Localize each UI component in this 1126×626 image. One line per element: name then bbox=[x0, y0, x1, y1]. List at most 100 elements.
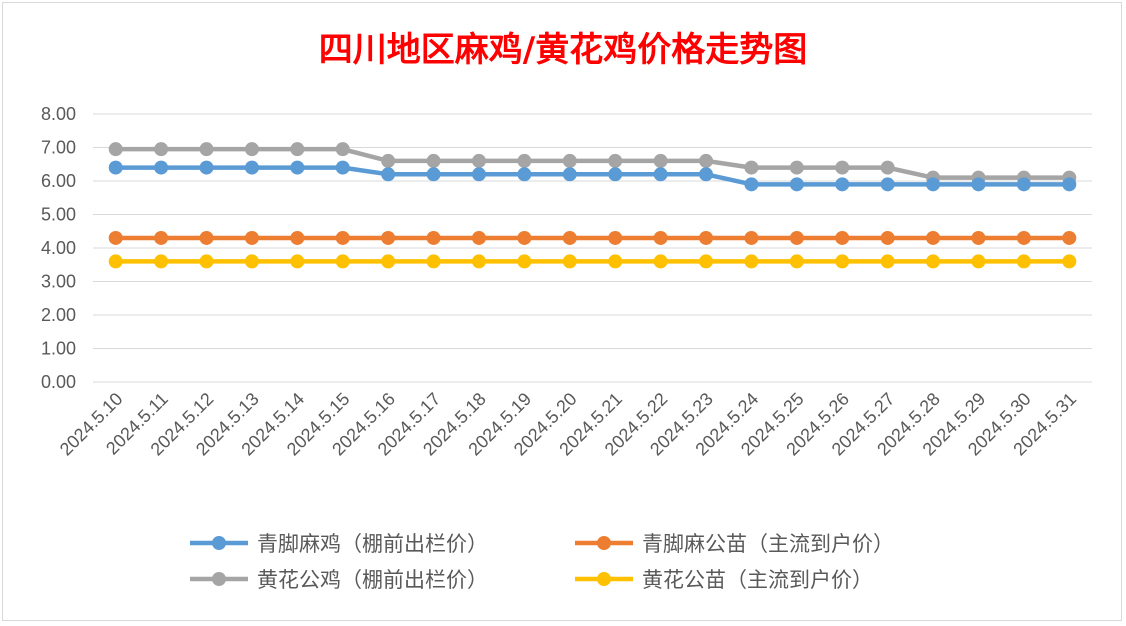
data-point bbox=[517, 153, 532, 168]
data-point bbox=[154, 230, 169, 245]
data-point bbox=[835, 254, 850, 269]
data-point bbox=[108, 142, 123, 157]
data-point bbox=[290, 254, 305, 269]
data-point bbox=[381, 153, 396, 168]
data-point bbox=[154, 254, 169, 269]
gridlines bbox=[93, 113, 1092, 383]
data-point bbox=[562, 254, 577, 269]
data-point bbox=[426, 153, 441, 168]
y-tick-label: 4.00 bbox=[41, 238, 76, 258]
data-point bbox=[471, 153, 486, 168]
data-point bbox=[1016, 254, 1031, 269]
y-tick-label: 8.00 bbox=[41, 104, 76, 124]
data-point bbox=[653, 153, 668, 168]
data-point bbox=[1016, 177, 1031, 192]
data-point bbox=[744, 177, 759, 192]
data-point bbox=[108, 254, 123, 269]
data-point bbox=[699, 167, 714, 182]
data-point bbox=[517, 230, 532, 245]
legend-marker bbox=[212, 572, 226, 586]
data-point bbox=[971, 230, 986, 245]
data-point bbox=[971, 254, 986, 269]
data-point bbox=[199, 160, 214, 175]
legend-label: 黄花公鸡（棚前出栏价） bbox=[257, 568, 488, 592]
data-point bbox=[880, 254, 895, 269]
y-tick-label: 3.00 bbox=[41, 272, 76, 292]
data-point bbox=[381, 167, 396, 182]
data-point bbox=[471, 230, 486, 245]
data-point bbox=[290, 230, 305, 245]
data-point bbox=[744, 230, 759, 245]
data-point bbox=[108, 230, 123, 245]
data-point bbox=[154, 160, 169, 175]
y-axis: 0.00 1.00 2.00 3.00 4.00 5.00 6.00 7.00 8.00 bbox=[41, 104, 76, 392]
data-point bbox=[926, 254, 941, 269]
series-1 bbox=[108, 160, 1077, 192]
data-point bbox=[517, 254, 532, 269]
data-point bbox=[335, 142, 350, 157]
data-point bbox=[653, 167, 668, 182]
data-point bbox=[244, 160, 259, 175]
series-line bbox=[115, 165, 1070, 187]
series-group bbox=[108, 142, 1077, 269]
data-point bbox=[926, 230, 941, 245]
x-axis: 2024.5.102024.5.112024.5.122024.5.132024… bbox=[56, 389, 1080, 460]
data-point bbox=[608, 167, 623, 182]
legend-item: 青脚麻鸡（棚前出栏价） bbox=[190, 532, 488, 556]
data-point bbox=[835, 177, 850, 192]
data-point bbox=[744, 254, 759, 269]
data-point bbox=[835, 160, 850, 175]
series-line bbox=[115, 146, 1070, 180]
data-point bbox=[426, 230, 441, 245]
legend-label: 青脚麻公苗（主流到户价） bbox=[642, 532, 894, 556]
y-tick-label: 5.00 bbox=[41, 205, 76, 225]
data-point bbox=[699, 230, 714, 245]
series-4 bbox=[108, 254, 1077, 269]
data-point bbox=[880, 160, 895, 175]
data-point bbox=[244, 230, 259, 245]
data-point bbox=[199, 142, 214, 157]
data-point bbox=[789, 230, 804, 245]
data-point bbox=[653, 254, 668, 269]
data-point bbox=[562, 153, 577, 168]
legend-item: 黄花公苗（主流到户价） bbox=[575, 568, 873, 592]
data-point bbox=[1062, 230, 1077, 245]
data-point bbox=[199, 230, 214, 245]
data-point bbox=[471, 167, 486, 182]
data-point bbox=[154, 142, 169, 157]
data-point bbox=[335, 160, 350, 175]
legend-label: 青脚麻鸡（棚前出栏价） bbox=[257, 532, 488, 556]
data-point bbox=[108, 160, 123, 175]
data-point bbox=[244, 142, 259, 157]
legend-marker bbox=[212, 536, 226, 550]
data-point bbox=[926, 177, 941, 192]
data-point bbox=[608, 153, 623, 168]
data-point bbox=[1062, 254, 1077, 269]
y-tick-label: 2.00 bbox=[41, 305, 76, 325]
data-point bbox=[381, 230, 396, 245]
data-point bbox=[562, 230, 577, 245]
data-point bbox=[1062, 177, 1077, 192]
data-point bbox=[1016, 230, 1031, 245]
data-point bbox=[426, 167, 441, 182]
data-point bbox=[381, 254, 396, 269]
legend-item: 青脚麻公苗（主流到户价） bbox=[575, 532, 894, 556]
data-point bbox=[471, 254, 486, 269]
series-2 bbox=[108, 230, 1077, 245]
legend-marker bbox=[597, 536, 611, 550]
y-tick-label: 6.00 bbox=[41, 171, 76, 191]
data-point bbox=[199, 254, 214, 269]
data-point bbox=[608, 230, 623, 245]
data-point bbox=[789, 160, 804, 175]
series-3 bbox=[108, 142, 1077, 185]
data-point bbox=[335, 230, 350, 245]
data-point bbox=[653, 230, 668, 245]
legend-label: 黄花公苗（主流到户价） bbox=[642, 568, 873, 592]
data-point bbox=[789, 254, 804, 269]
data-point bbox=[880, 230, 895, 245]
y-tick-label: 0.00 bbox=[41, 372, 76, 392]
data-point bbox=[880, 177, 895, 192]
data-point bbox=[835, 230, 850, 245]
